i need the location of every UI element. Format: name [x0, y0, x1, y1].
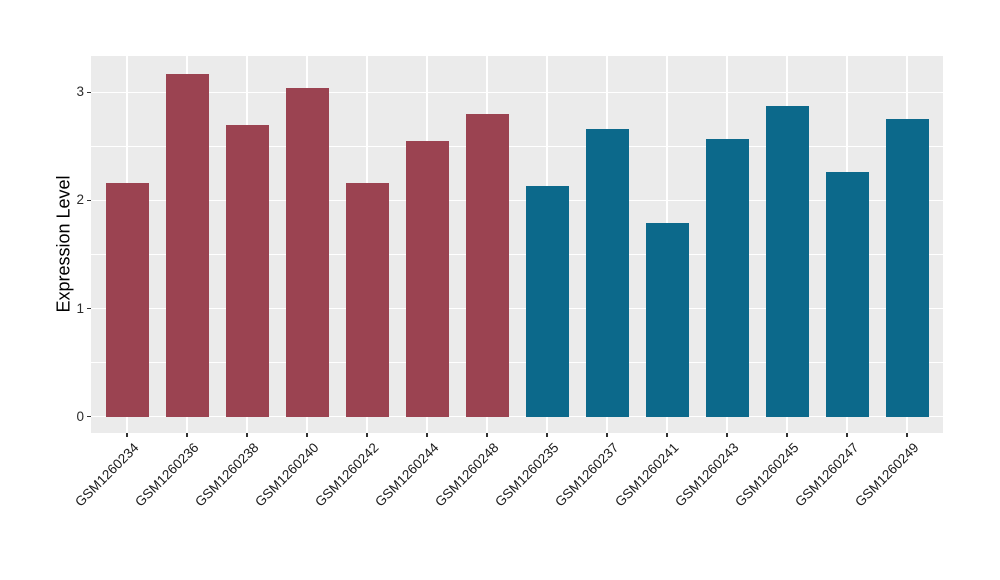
- x-tick-label: GSM1260235: [492, 440, 562, 510]
- y-tick-label: 2: [76, 192, 84, 208]
- y-tick: [87, 199, 91, 202]
- x-tick-label: GSM1260247: [792, 440, 862, 510]
- x-tick: [606, 433, 608, 437]
- gridline-h-major: [91, 91, 943, 93]
- gridline-h-minor: [91, 146, 943, 147]
- y-tick: [87, 307, 91, 310]
- bar: [105, 183, 149, 417]
- bar: [285, 87, 329, 417]
- bar: [645, 223, 689, 417]
- gridline-h-major: [91, 199, 943, 202]
- bar: [465, 113, 509, 417]
- x-tick-label: GSM1260236: [132, 440, 202, 510]
- x-tick-label: GSM1260242: [312, 440, 382, 510]
- bar: [525, 186, 569, 417]
- x-tick-label: GSM1260248: [432, 440, 502, 510]
- gridline-h-minor: [91, 362, 943, 363]
- gridline-h-major: [91, 416, 943, 418]
- x-tick-label: GSM1260240: [252, 440, 322, 510]
- plot-panel: [91, 56, 943, 433]
- bar: [225, 124, 269, 417]
- y-tick: [87, 415, 91, 418]
- x-tick: [426, 433, 428, 437]
- x-tick-label: GSM1260243: [672, 440, 742, 510]
- x-tick: [246, 433, 248, 437]
- bar: [885, 119, 929, 417]
- x-tick: [306, 433, 308, 437]
- x-tick-label: GSM1260234: [72, 440, 142, 510]
- y-tick-label: 1: [76, 300, 84, 316]
- x-tick: [366, 433, 368, 437]
- bar: [825, 172, 869, 417]
- x-tick: [846, 433, 848, 437]
- gridline-h-minor: [91, 254, 943, 255]
- x-tick-label: GSM1260245: [732, 440, 802, 510]
- gridline-h-major: [91, 307, 943, 310]
- bar: [705, 138, 749, 417]
- bar: [585, 129, 629, 417]
- x-tick: [666, 433, 668, 437]
- x-tick-label: GSM1260241: [612, 440, 682, 510]
- x-tick-label: GSM1260244: [372, 440, 442, 510]
- x-tick: [726, 433, 728, 437]
- bar: [165, 73, 209, 417]
- bar: [405, 140, 449, 417]
- x-tick: [546, 433, 548, 437]
- bar: [345, 183, 389, 417]
- x-tick: [186, 433, 188, 437]
- y-tick-label: 0: [76, 408, 84, 424]
- bar: [765, 106, 809, 417]
- x-tick-label: GSM1260238: [192, 440, 262, 510]
- x-tick: [126, 433, 128, 437]
- x-tick: [486, 433, 488, 437]
- y-tick-label: 3: [76, 84, 84, 100]
- x-tick-label: GSM1260237: [552, 440, 622, 510]
- y-tick: [87, 91, 91, 94]
- x-tick-label: GSM1260249: [852, 440, 922, 510]
- x-tick: [906, 433, 908, 437]
- x-tick: [786, 433, 788, 437]
